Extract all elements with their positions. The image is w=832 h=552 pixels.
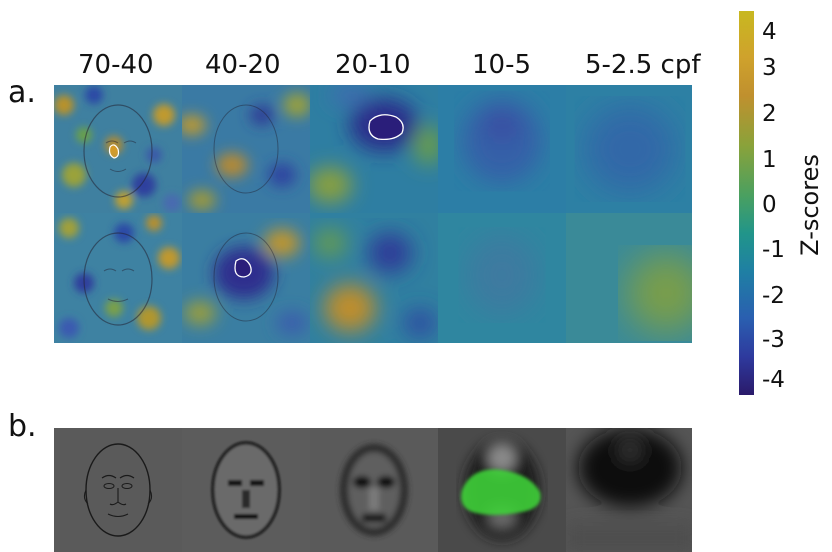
colorbar-tick: 2 <box>762 101 777 127</box>
face-tile-10-5 <box>438 428 566 552</box>
heatmap-tile-r2-40-20 <box>182 213 310 343</box>
band-label-5-2.5: 5-2.5 cpf <box>585 50 701 80</box>
heatmap-tile-r1-70-40 <box>54 85 182 213</box>
filtered-faces-strip <box>54 428 692 552</box>
highlighted-region <box>461 469 541 515</box>
colorbar-title-text: Z-scores <box>796 154 824 256</box>
heatmap-tile-r1-5-2.5 <box>566 85 692 213</box>
face-tile-5-2.5 <box>566 428 692 552</box>
heatmap-tile-r2-5-2.5 <box>566 213 692 343</box>
band-label-70-40: 70-40 <box>78 50 154 80</box>
zscore-colorbar <box>739 11 754 395</box>
colorbar-title: Z-scores <box>790 140 830 270</box>
colorbar-tick: 3 <box>762 55 777 81</box>
colorbar-tick: -4 <box>762 367 785 393</box>
heatmap-tile-r1-10-5 <box>438 85 566 213</box>
heatmap-tile-r2-70-40 <box>54 213 182 343</box>
panel-a-label: a. <box>8 75 36 110</box>
colorbar-tick: -3 <box>762 327 785 353</box>
colorbar-tick: -2 <box>762 283 785 309</box>
band-label-40-20: 40-20 <box>205 50 281 80</box>
colorbar-tick: 1 <box>762 147 777 173</box>
face-tile-70-40 <box>54 428 182 552</box>
heatmap-tile-r1-20-10 <box>310 85 438 213</box>
heatmap-tile-r2-10-5 <box>438 213 566 343</box>
heatmap-tile-r2-20-10 <box>310 213 438 343</box>
face-tile-40-20 <box>182 428 310 552</box>
colorbar-tick: 4 <box>762 19 777 45</box>
band-label-10-5: 10-5 <box>472 50 532 80</box>
heatmap-tile-r1-40-20 <box>182 85 310 213</box>
panel-b-label: b. <box>8 409 37 444</box>
colorbar-tick: 0 <box>762 192 777 218</box>
band-label-20-10: 20-10 <box>335 50 411 80</box>
face-tile-20-10 <box>310 428 438 552</box>
colorbar-tick: -1 <box>762 237 785 263</box>
zscore-heatmap-grid <box>54 85 692 343</box>
